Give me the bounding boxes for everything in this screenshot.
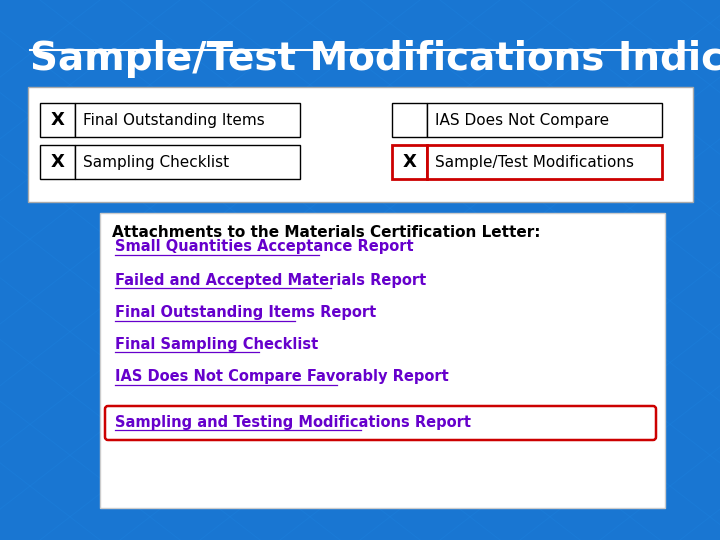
Text: Final Outstanding Items Report: Final Outstanding Items Report [115,306,377,321]
Text: Final Sampling Checklist: Final Sampling Checklist [115,336,318,352]
FancyBboxPatch shape [100,213,665,508]
FancyBboxPatch shape [427,145,662,179]
Text: Sampling Checklist: Sampling Checklist [83,154,229,170]
Text: Sample/Test Modifications Indicator: Sample/Test Modifications Indicator [30,40,720,78]
FancyBboxPatch shape [40,145,75,179]
Text: Sampling and Testing Modifications Report: Sampling and Testing Modifications Repor… [115,415,471,429]
FancyBboxPatch shape [392,103,427,137]
FancyBboxPatch shape [105,406,656,440]
Text: Small Quantities Acceptance Report: Small Quantities Acceptance Report [115,240,413,254]
FancyBboxPatch shape [75,103,300,137]
Text: IAS Does Not Compare: IAS Does Not Compare [435,112,609,127]
Text: Attachments to the Materials Certification Letter:: Attachments to the Materials Certificati… [112,225,541,240]
FancyBboxPatch shape [40,103,75,137]
Text: X: X [50,153,64,171]
Text: X: X [50,111,64,129]
Text: IAS Does Not Compare Favorably Report: IAS Does Not Compare Favorably Report [115,369,449,384]
FancyBboxPatch shape [75,145,300,179]
Text: Final Outstanding Items: Final Outstanding Items [83,112,265,127]
FancyBboxPatch shape [392,145,427,179]
Text: Sample/Test Modifications: Sample/Test Modifications [435,154,634,170]
Text: Failed and Accepted Materials Report: Failed and Accepted Materials Report [115,273,426,287]
FancyBboxPatch shape [28,87,693,202]
FancyBboxPatch shape [427,103,662,137]
Text: X: X [402,153,416,171]
